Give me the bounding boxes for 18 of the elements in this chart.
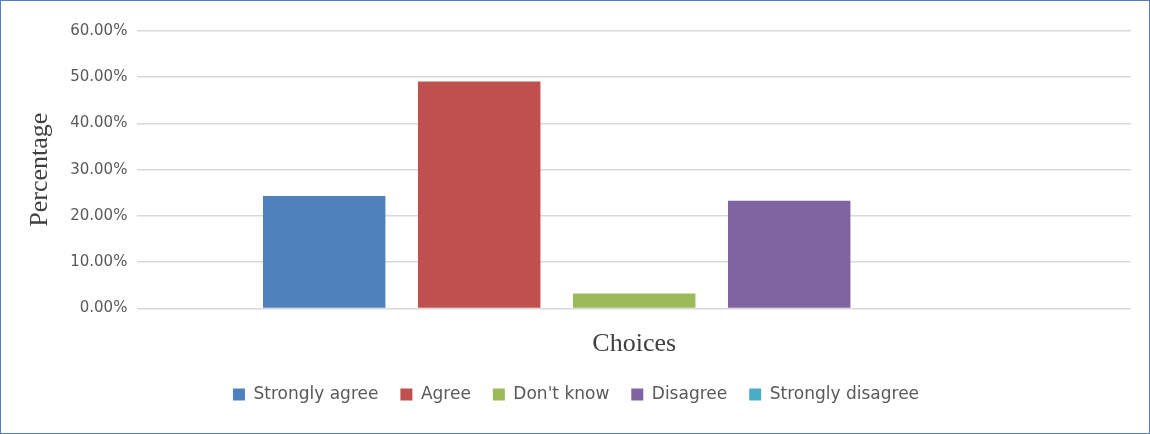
y-tick-label: 30.00% [70,159,128,178]
y-tick-label: 40.00% [70,113,128,132]
legend-label: Strongly agree [253,382,379,403]
y-axis-title: Percentage [24,112,54,227]
legend-label: Disagree [651,382,728,403]
bar [572,293,696,308]
y-tick-label: 50.00% [70,67,128,86]
y-tick-label: 0.00% [79,298,128,317]
y-tick-label: 60.00% [70,20,128,39]
legend-label: Agree [420,382,471,403]
bar [262,196,386,308]
bar [417,81,541,308]
legend-label: Don't know [513,382,610,403]
y-tick-label: 10.00% [70,252,128,271]
x-axis-title: Choices [592,328,677,358]
bar [727,200,851,308]
y-tick-label: 20.00% [70,205,128,224]
legend-label: Strongly disagree [769,382,920,403]
